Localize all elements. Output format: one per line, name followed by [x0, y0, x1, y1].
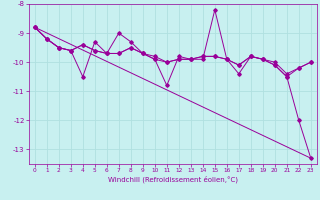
X-axis label: Windchill (Refroidissement éolien,°C): Windchill (Refroidissement éolien,°C): [108, 176, 238, 183]
